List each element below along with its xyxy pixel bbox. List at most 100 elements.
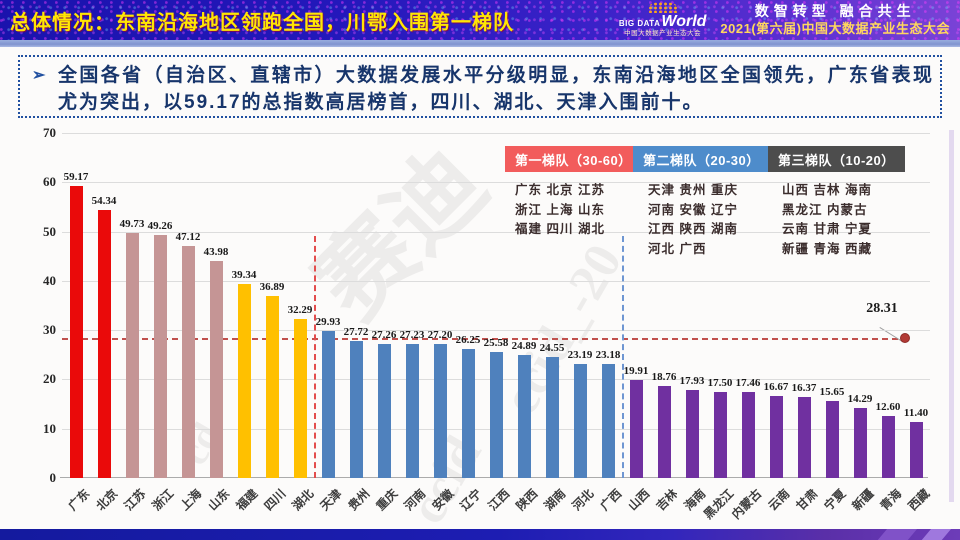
y-tick-label: 20 — [43, 371, 56, 387]
logo-subtitle: 中国大数据产业生态大会 — [624, 30, 702, 38]
chart-bar — [853, 407, 867, 478]
bar-value-label: 24.89 — [511, 340, 537, 353]
bar-value-label: 16.67 — [763, 380, 789, 393]
x-axis-label: 山东 — [205, 486, 233, 514]
x-axis-label: 青海 — [877, 486, 905, 514]
header-slogans: 数智转型 融合共生 2021(第六届)中国大数据产业生态大会 — [720, 3, 954, 37]
legend-tier-provinces-1: 广东 北京 江苏 浙江 上海 山东 福建 四川 湖北 — [515, 183, 605, 236]
chart-bar — [881, 415, 895, 478]
logo-bigdata-text: BIG DATA — [618, 19, 661, 29]
chart-bar — [769, 395, 783, 478]
legend-tier-provinces-2: 天津 贵州 重庆 河南 安徽 辽宁 江西 陕西 湖南 河北 广西 — [648, 183, 738, 256]
chart-bar — [601, 363, 615, 478]
legend-tier-badge-3: 第三梯队（10-20） — [768, 146, 905, 172]
x-axis-label: 贵州 — [345, 486, 373, 514]
bar-value-label: 59.17 — [63, 171, 89, 184]
chart-bar — [489, 351, 503, 478]
bar-value-label: 54.34 — [91, 195, 117, 208]
page-title: 总体情况：东南沿海地区领跑全国，川鄂入围第一梯队 — [10, 11, 514, 34]
chart-bar — [377, 343, 391, 478]
bar-value-label: 25.58 — [483, 336, 509, 349]
average-value-label: 28.31 — [866, 301, 898, 316]
summary-text: 全国各省（自治区、直辖市）大数据发展水平分级明显，东南沿海地区全国领先，广东省表… — [58, 65, 934, 113]
chart-bar — [713, 391, 727, 478]
gridline — [62, 182, 930, 184]
x-axis-label: 北京 — [93, 486, 121, 514]
chart-bar — [629, 379, 643, 478]
chart-bar — [97, 210, 111, 478]
summary-callout-box: ➢ 全国各省（自治区、直辖市）大数据发展水平分级明显，东南沿海地区全国领先，广东… — [18, 55, 942, 118]
bigdata-world-logo: BIG DATA World 中国大数据产业生态大会 — [618, 2, 707, 38]
bar-value-label: 17.50 — [707, 376, 733, 389]
bar-value-label: 14.29 — [847, 392, 873, 405]
x-axis-label: 甘肃 — [793, 486, 821, 514]
chart-bar — [797, 397, 811, 478]
y-tick-label: 50 — [43, 223, 56, 239]
average-dashed-line — [62, 338, 908, 341]
chart-bar — [265, 296, 279, 478]
chart-bar — [237, 284, 251, 478]
x-axis-label: 吉林 — [653, 486, 681, 514]
x-axis-label: 福建 — [233, 486, 261, 514]
chart-bar — [741, 391, 755, 478]
arrow-bullet-icon: ➢ — [32, 67, 46, 84]
chart-bar — [125, 232, 139, 478]
x-axis-label: 内蒙古 — [728, 486, 765, 522]
bar-value-label: 49.26 — [147, 220, 173, 233]
y-tick-label: 60 — [43, 174, 56, 190]
header-accent-strip — [0, 40, 960, 47]
bar-value-label: 17.93 — [679, 374, 705, 387]
gridline — [62, 280, 930, 282]
gridline — [62, 133, 930, 134]
bar-value-label: 32.29 — [287, 303, 313, 316]
footer-diagonal-1 — [875, 529, 919, 540]
footer-bar — [0, 529, 960, 540]
chart-bar — [69, 186, 83, 478]
y-tick-label: 0 — [49, 470, 57, 485]
chart-bar — [405, 343, 419, 478]
legend-tier-badge-1: 第一梯队（30-60） — [505, 146, 642, 172]
x-axis-label: 陕西 — [513, 486, 541, 514]
legend-tier-badge-2: 第二梯队（20-30） — [633, 146, 770, 172]
gridline — [62, 231, 930, 233]
bar-value-label: 29.93 — [315, 315, 341, 328]
x-axis-label: 湖北 — [289, 486, 317, 514]
chart-bar — [153, 235, 167, 478]
y-tick-label: 40 — [43, 272, 56, 288]
x-axis-label: 江西 — [485, 486, 513, 514]
x-axis-label: 广西 — [597, 486, 625, 514]
chart-bar — [181, 245, 195, 478]
x-axis-label: 辽宁 — [457, 486, 485, 514]
bar-value-label: 49.73 — [119, 217, 145, 230]
chart-bar — [545, 357, 559, 478]
x-axis-label: 河北 — [569, 486, 597, 514]
bar-chart: 28.31 0 10 20 30 40 50 60 70 59.17 广东 54.34 北京 49.73… — [43, 125, 932, 522]
right-edge-decoration — [949, 130, 954, 502]
y-tick-label: 30 — [43, 322, 56, 338]
bar-value-label: 27.23 — [399, 328, 425, 341]
bar-value-label: 23.19 — [567, 348, 593, 361]
x-axis-label: 西藏 — [905, 486, 933, 514]
y-tick-label: 10 — [43, 420, 56, 436]
tier-separator-line — [314, 236, 316, 478]
bar-value-label: 47.12 — [175, 230, 201, 243]
x-axis-label: 宁夏 — [821, 486, 849, 514]
logo-world-text: World — [661, 13, 707, 31]
bar-value-label: 27.26 — [371, 328, 397, 341]
chart-bar — [825, 400, 839, 478]
chart-bar — [517, 355, 531, 478]
average-endpoint-dot — [900, 333, 910, 344]
slogan-text: 数智转型 融合共生 — [754, 3, 916, 20]
chart-bar — [209, 261, 223, 478]
x-axis-label: 上海 — [177, 486, 205, 514]
gridline — [62, 330, 930, 332]
chart-bar — [685, 389, 699, 478]
chart-bar — [909, 421, 923, 478]
chart-bar — [349, 341, 363, 478]
tier-separator-line — [622, 236, 624, 478]
header-right: BIG DATA World 中国大数据产业生态大会 数智转型 融合共生 202… — [619, 0, 954, 40]
x-axis-label: 江苏 — [121, 486, 149, 514]
x-axis-label: 河南 — [401, 486, 429, 514]
bar-value-label: 12.60 — [875, 400, 901, 413]
x-axis-label: 重庆 — [373, 486, 401, 514]
